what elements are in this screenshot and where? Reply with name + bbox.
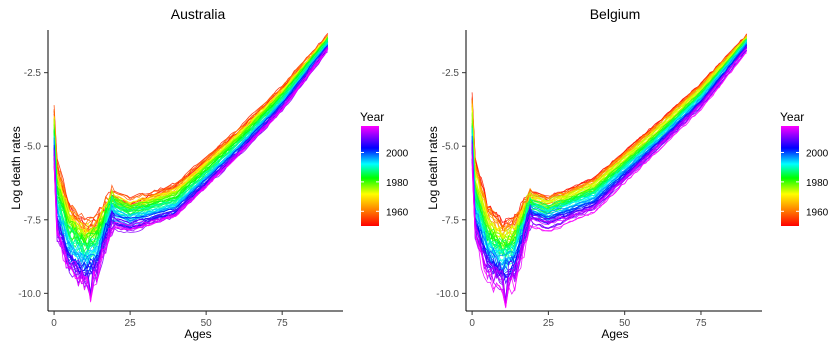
chart-title: Australia — [171, 6, 226, 22]
series-line-1960 — [471, 36, 748, 238]
series-line-1972 — [53, 37, 329, 237]
series-line-1968 — [471, 36, 748, 242]
y-tick-label: -5.0 — [442, 142, 460, 153]
series-line-1969 — [53, 38, 329, 244]
series-line-2018 — [471, 52, 747, 309]
plot-area: 0 25 50 75 -2.5 -5.0 -7.5 -10.0 — [436, 30, 762, 329]
series-line-1965 — [471, 37, 747, 240]
colorbar-tick-label: 1960 — [386, 207, 409, 218]
x-tick-label: 0 — [469, 318, 475, 329]
series-line-1957 — [471, 35, 747, 232]
legend: Year 2000 1980 1960 — [780, 110, 829, 226]
series-line-1964 — [53, 36, 329, 236]
panel-australia: Australia Log death rates Ages 0 25 50 75 -2… — [9, 6, 409, 341]
colorbar-tick-label: 1980 — [806, 178, 829, 189]
x-tick-label: 50 — [619, 318, 631, 329]
series-line-1976 — [471, 39, 748, 247]
y-axis-label: Log death rates — [9, 126, 23, 209]
series-line-1961 — [53, 40, 328, 238]
series-line-1973 — [471, 40, 747, 250]
series-line-1955 — [471, 38, 747, 237]
series-line-1959 — [53, 38, 329, 235]
series-line-1962 — [471, 39, 747, 241]
y-tick-label: -2.5 — [24, 68, 42, 79]
series-line-1966 — [471, 36, 748, 238]
series-line-1959 — [471, 34, 748, 231]
y-tick-label: -7.5 — [24, 215, 42, 226]
legend-title: Year — [360, 110, 384, 124]
series-line-1971 — [53, 39, 329, 245]
colorbar-tick-label: 2000 — [806, 148, 829, 159]
series-line-1975 — [53, 41, 329, 252]
colorbar-tick-label: 1980 — [386, 178, 409, 189]
colorbar — [361, 126, 379, 226]
series-line-2018 — [53, 48, 329, 303]
x-axis-label: Ages — [184, 327, 211, 341]
series-line-1970 — [53, 38, 329, 241]
series-line-1957 — [53, 39, 329, 238]
series-line-1958 — [53, 37, 329, 227]
series-line-1956 — [471, 36, 747, 232]
series-line-1992 — [471, 39, 748, 262]
x-tick-label: 75 — [277, 318, 289, 329]
y-axis-label: Log death rates — [426, 126, 440, 209]
colorbar-tick-label: 1960 — [806, 207, 829, 218]
series-line-2016 — [53, 48, 329, 301]
plot-area: 0 25 50 75 -2.5 -5.0 -7.5 -10.0 — [18, 30, 343, 329]
x-axis-label: Ages — [601, 327, 628, 341]
colorbar-ticks: 2000 1980 1960 — [361, 148, 409, 218]
series-line-1963 — [471, 38, 748, 240]
colorbar — [781, 126, 799, 226]
y-tick-label: -2.5 — [442, 68, 460, 79]
series-line-1973 — [53, 39, 329, 248]
panel-belgium: Belgium Log death rates Ages 0 25 50 75 -2.5… — [426, 6, 829, 341]
series-line-1968 — [53, 37, 329, 243]
colorbar-ticks: 2000 1980 1960 — [781, 148, 829, 218]
series-line-1966 — [53, 39, 329, 239]
x-tick-label: 50 — [201, 318, 213, 329]
series-line-1986 — [53, 40, 329, 250]
series-line-1982 — [471, 38, 747, 251]
x-tick-label: 25 — [543, 318, 555, 329]
series-line-1963 — [53, 36, 329, 235]
series-line-1953 — [53, 37, 329, 233]
legend-title: Year — [780, 110, 804, 124]
series-line-1953 — [471, 37, 747, 228]
series-line-1974 — [53, 36, 329, 241]
series-line-1990 — [471, 41, 748, 265]
series-line-1967 — [471, 40, 747, 245]
y-tick-label: -7.5 — [442, 215, 460, 226]
series-line-1951 — [471, 33, 748, 230]
series-line-1975 — [471, 38, 747, 249]
series-line-1961 — [471, 37, 747, 240]
series-line-1979 — [53, 38, 329, 245]
series-line-1956 — [53, 34, 329, 228]
legend: Year 2000 1980 1960 — [360, 110, 409, 226]
x-tick-label: 0 — [51, 318, 57, 329]
y-tick-label: -5.0 — [24, 142, 42, 153]
chart-title: Belgium — [590, 6, 641, 22]
series-lines — [471, 33, 748, 309]
series-line-1965 — [53, 38, 329, 237]
series-line-1964 — [471, 36, 748, 240]
x-tick-label: 25 — [125, 318, 137, 329]
y-tick-label: -10.0 — [18, 289, 41, 300]
colorbar-tick-label: 2000 — [386, 148, 409, 159]
y-tick-label: -10.0 — [436, 289, 459, 300]
series-line-1962 — [53, 40, 329, 239]
series-line-1970 — [471, 39, 747, 242]
x-tick-label: 75 — [695, 318, 707, 329]
series-line-2001 — [53, 47, 329, 278]
series-line-1958 — [471, 36, 747, 232]
series-lines — [53, 33, 329, 303]
series-line-2004 — [471, 44, 748, 276]
series-line-1954 — [53, 34, 329, 223]
series-line-1967 — [53, 37, 329, 237]
series-line-1952 — [471, 33, 748, 231]
series-line-1954 — [471, 35, 748, 229]
series-line-1969 — [471, 40, 747, 247]
